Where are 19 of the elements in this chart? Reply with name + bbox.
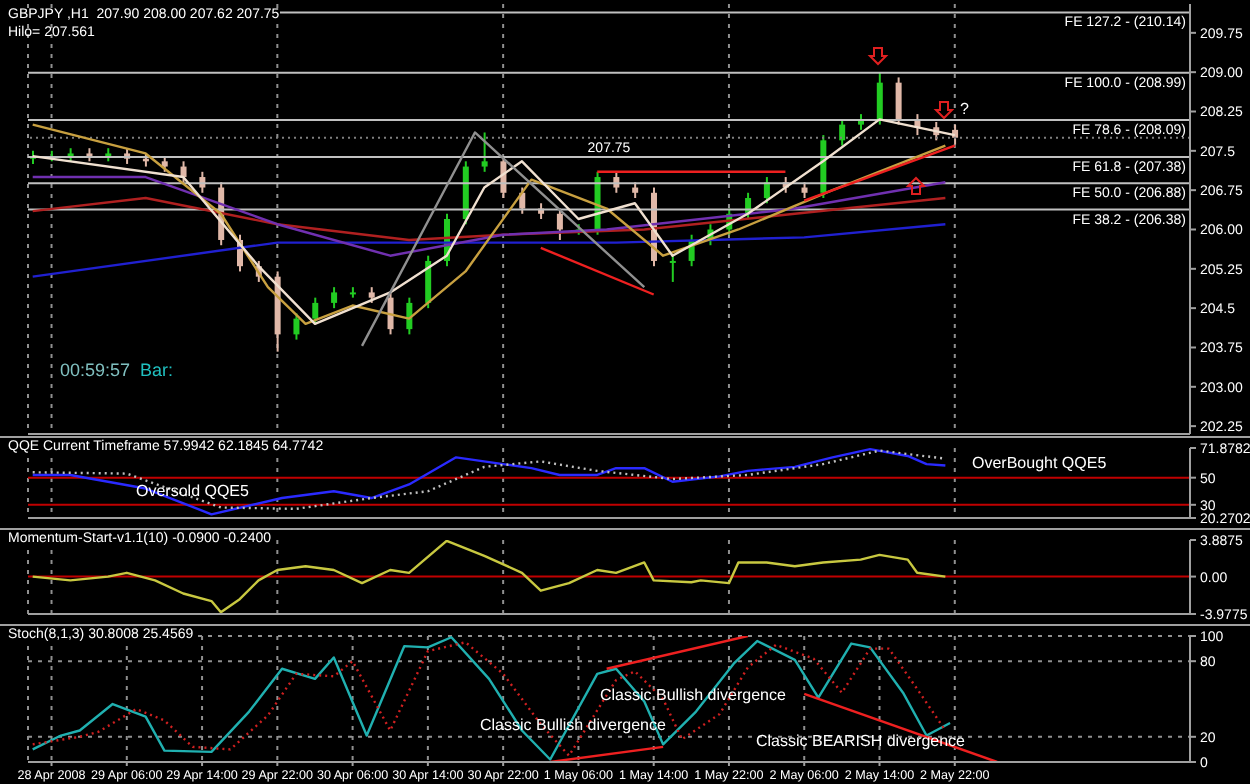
annotation: OverBought QQE5: [972, 454, 1107, 472]
candlestick: [387, 291, 394, 336]
candlestick: [519, 186, 526, 215]
candlestick: [839, 118, 846, 147]
candlestick: [876, 71, 883, 126]
candlestick: [331, 286, 338, 310]
candlestick: [180, 160, 187, 184]
candlestick: [895, 76, 902, 126]
annotation: 00:59:57: [60, 360, 131, 380]
line-series: [31, 223, 947, 278]
annotation: ?: [960, 100, 969, 118]
annotation: Bar:: [140, 360, 174, 380]
line-series: [31, 196, 947, 242]
candlestick: [312, 296, 319, 325]
candlestick: [556, 207, 563, 241]
line-series: [31, 175, 947, 257]
candlestick: [293, 312, 300, 341]
candlestick: [669, 254, 676, 283]
candlestick: [481, 131, 488, 173]
